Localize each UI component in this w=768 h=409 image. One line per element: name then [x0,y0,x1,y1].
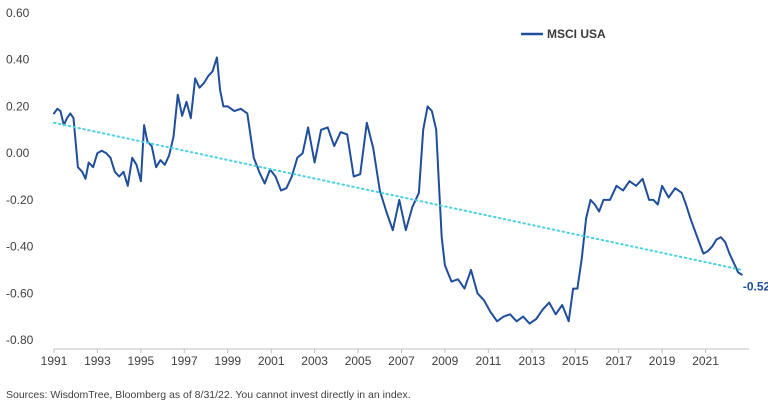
legend: MSCI USA [521,27,606,41]
plot-area [53,56,743,325]
x-tick-label: 2011 [475,354,501,368]
end-value-label: -0.52 [743,280,768,294]
trend-line [53,121,743,271]
x-tick-label: 1997 [171,354,198,368]
x-tick-label: 1993 [84,354,111,368]
y-tick-label: -0.60 [6,286,34,300]
x-tick-label: 2021 [692,354,719,368]
y-tick-label: 0.20 [6,99,30,113]
x-tick-label: 2001 [258,354,285,368]
x-tick-label: 1995 [128,354,155,368]
series-line-msci-usa [53,56,743,325]
x-tick-label: 2005 [345,354,372,368]
y-tick-label: 0.00 [6,146,30,160]
source-note: Sources: WisdomTree, Bloomberg as of 8/3… [6,389,411,401]
x-tick-label: 2007 [388,354,415,368]
y-tick-label: 0.40 [6,53,30,67]
x-axis: 1991 1993 1995 1997 1999 2001 2003 2005 2007 2009… [41,348,749,368]
x-tick-label: 1991 [41,354,68,368]
legend-label: MSCI USA [547,27,606,41]
x-tick-label: 2013 [518,354,545,368]
y-tick-label: -0.20 [6,193,34,207]
y-tick-label: 0.60 [6,6,30,20]
x-tick-label: 2009 [432,354,459,368]
y-axis: 0.60 0.40 0.20 0.00 -0.20 -0.40 -0.60 -0.80 [6,6,34,347]
y-tick-label: -0.40 [6,240,34,254]
x-tick-label: 2017 [605,354,632,368]
x-tick-label: 1999 [214,354,241,368]
x-tick-label: 2015 [562,354,589,368]
x-tick-label: 2003 [301,354,328,368]
x-tick-label: 2019 [649,354,676,368]
y-tick-label: -0.80 [6,333,34,347]
